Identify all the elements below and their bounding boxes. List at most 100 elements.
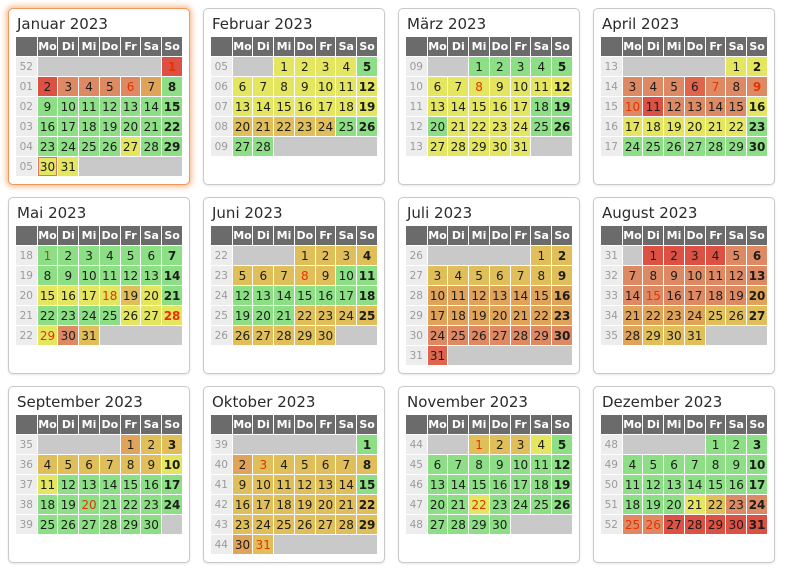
day-cell[interactable]: 6 [315,455,336,474]
day-cell[interactable]: 10 [58,97,79,116]
day-cell[interactable]: 17 [684,286,705,305]
day-cell[interactable]: 27 [232,137,253,156]
day-cell[interactable]: 5 [120,246,141,265]
day-cell[interactable]: 5 [58,455,79,474]
day-cell[interactable]: 13 [232,97,253,116]
day-cell[interactable]: 7 [448,455,469,474]
day-cell[interactable]: 27 [427,137,448,156]
day-cell[interactable]: 22 [531,306,552,325]
day-cell[interactable]: 10 [510,455,531,474]
day-cell[interactable]: 14 [684,475,705,494]
day-cell[interactable]: 25 [274,515,294,534]
day-cell[interactable]: 29 [120,515,141,534]
day-cell[interactable]: 7 [99,455,120,474]
day-cell[interactable]: 28 [705,137,726,156]
day-cell[interactable]: 22 [705,495,726,514]
day-cell[interactable]: 18 [531,97,552,116]
day-cell[interactable]: 1 [531,246,552,265]
day-cell[interactable]: 12 [469,286,489,305]
day-cell[interactable]: 2 [552,246,572,265]
day-cell[interactable]: 17 [747,475,767,494]
day-cell[interactable]: 25 [79,137,99,156]
day-cell[interactable]: 31 [427,346,448,365]
day-cell[interactable]: 17 [79,286,99,305]
day-cell[interactable]: 14 [622,286,643,305]
day-cell[interactable]: 2 [141,435,162,454]
day-cell[interactable]: 2 [489,57,510,76]
day-cell[interactable]: 25 [357,306,377,325]
day-cell[interactable]: 12 [664,97,684,116]
day-cell[interactable]: 2 [294,57,315,76]
day-cell[interactable]: 2 [726,435,747,454]
day-cell[interactable]: 17 [510,475,531,494]
day-cell[interactable]: 24 [747,495,767,514]
day-cell[interactable]: 24 [510,495,531,514]
day-cell[interactable]: 24 [336,306,357,325]
day-cell[interactable]: 7 [336,455,357,474]
day-cell[interactable]: 24 [58,137,79,156]
day-cell[interactable]: 9 [58,266,79,285]
day-cell[interactable]: 17 [58,117,79,136]
day-cell[interactable]: 14 [274,286,294,305]
day-cell[interactable]: 5 [664,77,684,96]
day-cell[interactable]: 10 [336,266,357,285]
day-cell[interactable]: 21 [705,117,726,136]
day-cell[interactable]: 10 [622,97,643,116]
day-cell[interactable]: 8 [274,77,294,96]
day-cell[interactable]: 23 [232,515,253,534]
day-cell[interactable]: 23 [37,137,58,156]
day-cell[interactable]: 15 [531,286,552,305]
day-cell[interactable]: 21 [448,117,469,136]
day-cell[interactable]: 20 [427,117,448,136]
day-cell[interactable]: 3 [253,455,274,474]
day-cell[interactable]: 4 [336,57,357,76]
day-cell[interactable]: 16 [232,495,253,514]
day-cell[interactable]: 14 [99,475,120,494]
day-cell[interactable]: 8 [726,77,747,96]
day-cell[interactable]: 3 [427,266,448,285]
day-cell[interactable]: 16 [726,475,747,494]
day-cell[interactable]: 15 [162,97,182,116]
day-cell[interactable]: 29 [469,137,489,156]
day-cell[interactable]: 9 [747,77,767,96]
day-cell[interactable]: 7 [141,77,162,96]
day-cell[interactable]: 17 [510,97,531,116]
day-cell[interactable]: 6 [427,77,448,96]
day-cell[interactable]: 8 [357,455,377,474]
day-cell[interactable]: 22 [294,306,315,325]
day-cell[interactable]: 1 [357,435,377,454]
day-cell[interactable]: 28 [448,515,469,534]
day-cell[interactable]: 3 [510,435,531,454]
day-cell[interactable]: 28 [336,515,357,534]
day-cell[interactable]: 25 [448,326,469,345]
day-cell[interactable]: 26 [357,117,377,136]
day-cell[interactable]: 20 [684,117,705,136]
day-cell[interactable]: 4 [531,57,552,76]
day-cell[interactable]: 7 [253,77,274,96]
day-cell[interactable]: 5 [294,455,315,474]
day-cell[interactable]: 4 [79,77,99,96]
day-cell[interactable]: 12 [232,286,253,305]
day-cell[interactable]: 6 [141,246,162,265]
day-cell[interactable]: 30 [726,515,747,534]
day-cell[interactable]: 19 [726,286,747,305]
day-cell[interactable]: 4 [274,455,294,474]
day-cell[interactable]: 5 [232,266,253,285]
day-cell[interactable]: 11 [79,97,99,116]
day-cell[interactable]: 2 [489,435,510,454]
day-cell[interactable]: 27 [664,515,684,534]
day-cell[interactable]: 28 [162,306,182,325]
day-cell[interactable]: 5 [469,266,489,285]
day-cell[interactable]: 14 [141,97,162,116]
day-cell[interactable]: 13 [684,97,705,116]
day-cell[interactable]: 22 [274,117,294,136]
day-cell[interactable]: 4 [99,246,120,265]
day-cell[interactable]: 19 [58,495,79,514]
day-cell[interactable]: 23 [58,306,79,325]
day-cell[interactable]: 26 [726,306,747,325]
day-cell[interactable]: 9 [315,266,336,285]
day-cell[interactable]: 18 [531,475,552,494]
day-cell[interactable]: 24 [427,326,448,345]
day-cell[interactable]: 2 [664,246,684,265]
day-cell[interactable]: 7 [274,266,294,285]
